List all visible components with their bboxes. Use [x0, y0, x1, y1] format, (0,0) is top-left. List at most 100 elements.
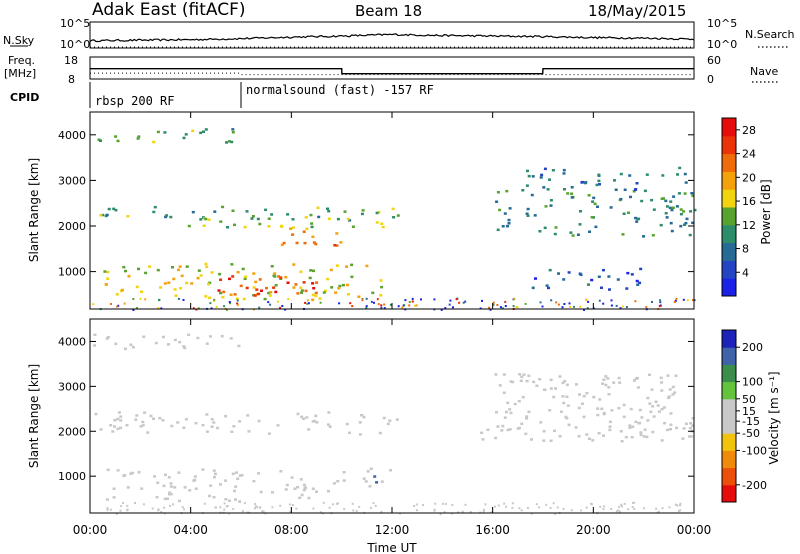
heatmap-cell	[677, 510, 680, 513]
heatmap-cell	[620, 503, 623, 506]
heatmap-cell	[204, 262, 208, 266]
heatmap-cell	[201, 468, 205, 471]
heatmap-cell	[600, 286, 603, 289]
heatmap-cell	[577, 435, 581, 438]
heatmap-cell	[303, 241, 307, 245]
heatmap-cell	[270, 265, 274, 268]
heatmap-cell	[634, 300, 637, 303]
heatmap-cell	[182, 299, 185, 301]
heatmap-cell	[178, 340, 182, 344]
heatmap-cell	[137, 135, 141, 138]
colorbar-swatch	[722, 278, 736, 297]
heatmap-cell	[267, 301, 270, 304]
heatmap-cell	[334, 291, 338, 294]
heatmap-cell	[501, 424, 505, 428]
heatmap-cell	[592, 395, 596, 399]
heatmap-cell	[625, 287, 629, 290]
heatmap-cell	[328, 425, 332, 428]
heatmap-cell	[582, 394, 586, 398]
heatmap-cell	[163, 131, 167, 134]
colorbar-swatch	[722, 398, 736, 417]
heatmap-cell	[127, 275, 131, 278]
heatmap-cell	[511, 506, 514, 509]
heatmap-cell	[335, 244, 339, 247]
heatmap-cell	[616, 278, 620, 281]
heatmap-cell	[386, 422, 390, 426]
heatmap-cell	[530, 193, 534, 197]
heatmap-cell	[279, 276, 283, 279]
freq-unit-label: [MHz]	[4, 67, 36, 80]
heatmap-cell	[232, 508, 235, 510]
heatmap-cell	[509, 411, 513, 415]
heatmap-cell	[549, 204, 553, 207]
heatmap-cell	[533, 214, 537, 217]
heatmap-cell	[569, 231, 573, 234]
heatmap-cell	[109, 508, 112, 511]
heatmap-cell	[92, 303, 95, 306]
heatmap-cell	[282, 241, 286, 245]
heatmap-cell	[506, 428, 510, 432]
heatmap-cell	[567, 271, 571, 274]
heatmap-cell	[116, 139, 120, 143]
heatmap-cell	[339, 241, 343, 244]
heatmap-cell	[587, 300, 590, 303]
heatmap-cell	[632, 190, 636, 193]
heatmap-cell	[184, 418, 188, 421]
heatmap-cell	[669, 221, 673, 225]
colorbar-tick-label: 28	[742, 124, 756, 137]
heatmap-cell	[662, 406, 666, 409]
heatmap-cell	[169, 485, 173, 488]
heatmap-cell	[629, 195, 632, 199]
heatmap-cell	[535, 503, 538, 506]
power-colorbar-label: Power [dB]	[759, 179, 773, 244]
heatmap-cell	[302, 230, 306, 233]
heatmap-cell	[631, 506, 634, 509]
heatmap-cell	[411, 297, 414, 300]
heatmap-cell	[314, 291, 318, 295]
heatmap-cell	[167, 281, 171, 284]
heatmap-cell	[237, 344, 241, 348]
heatmap-cell	[682, 210, 686, 213]
heatmap-cell	[311, 298, 315, 302]
heatmap-cell	[183, 486, 187, 489]
heatmap-cell	[628, 174, 632, 177]
colorbar-swatch	[722, 153, 736, 172]
heatmap-cell	[327, 489, 330, 493]
heatmap-cell	[204, 217, 208, 221]
heatmap-cell	[612, 381, 616, 384]
freq-right-tick-bottom: 0	[707, 73, 714, 86]
heatmap-cell	[140, 487, 144, 490]
heatmap-cell	[547, 286, 550, 290]
freq-left-tick-top: 18	[64, 54, 78, 67]
heatmap-cell	[284, 308, 287, 311]
noise-right-tick-top: 10^5	[707, 17, 737, 30]
heatmap-cell	[345, 265, 349, 268]
colorbar-tick-label: 15	[742, 405, 756, 418]
heatmap-cell	[208, 494, 211, 498]
heatmap-cell	[554, 226, 558, 229]
heatmap-cell	[675, 426, 679, 430]
heatmap-cell	[448, 303, 451, 306]
heatmap-cell	[508, 207, 512, 210]
heatmap-cell	[549, 387, 553, 390]
heatmap-cell	[481, 299, 483, 302]
heatmap-cell	[284, 488, 288, 491]
heatmap-cell	[602, 411, 606, 415]
heatmap-cell	[152, 210, 156, 214]
heatmap-cell	[174, 294, 178, 297]
heatmap-cell	[291, 504, 294, 506]
heatmap-cell	[224, 479, 227, 482]
heatmap-cell	[574, 426, 578, 429]
heatmap-cell	[530, 512, 533, 515]
heatmap-cell	[169, 492, 173, 496]
heatmap-cell	[132, 309, 135, 311]
heatmap-cell	[151, 507, 154, 510]
heatmap-cell	[298, 496, 302, 500]
heatmap-cell	[548, 409, 552, 412]
heatmap-cell	[256, 506, 259, 509]
heatmap-cell	[129, 343, 133, 346]
heatmap-cell	[570, 192, 574, 195]
heatmap-cell	[110, 303, 112, 305]
heatmap-cell	[234, 485, 238, 488]
heatmap-cell	[135, 414, 139, 417]
